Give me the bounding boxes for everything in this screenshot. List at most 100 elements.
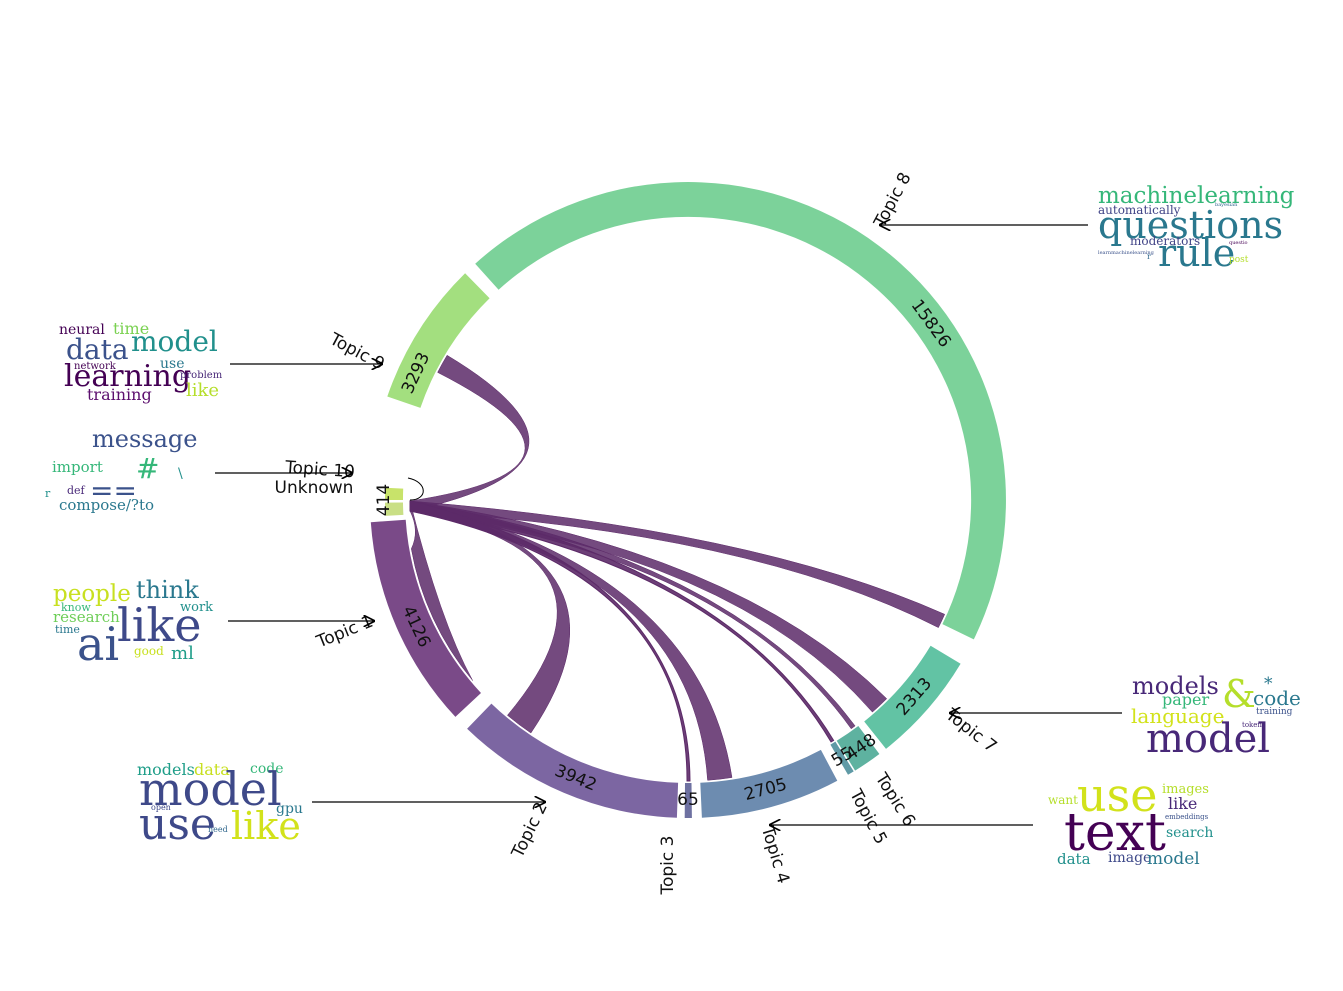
wordcloud-word: think bbox=[136, 576, 199, 604]
arc-topic-1 bbox=[370, 519, 481, 717]
arc-topic-9 bbox=[387, 273, 490, 408]
wordcloud-word: moderators bbox=[1130, 234, 1200, 248]
arc-topic-8 bbox=[475, 182, 1006, 640]
ribbon-unknown-topic-5 bbox=[409, 500, 835, 743]
wordcloud-word: \ bbox=[178, 466, 183, 482]
wordcloud-word: open bbox=[151, 803, 171, 812]
wordclouds: machinelearningautomaticallyquestionsmod… bbox=[45, 183, 1301, 869]
wordcloud-topic-10: message import # \ r def ==compose/?to bbox=[45, 425, 197, 514]
wordcloud-word: message bbox=[92, 425, 197, 453]
wordcloud-word: language bbox=[1131, 704, 1224, 728]
count-topic-3: 65 bbox=[677, 790, 699, 810]
arc-unknown bbox=[385, 502, 404, 516]
wordcloud-word: like bbox=[117, 598, 202, 652]
arc-topic-10 bbox=[384, 487, 404, 500]
arc-topic-3 bbox=[684, 783, 692, 819]
arc-topic-6 bbox=[836, 726, 880, 771]
label-topic-2: Topic 2 bbox=[508, 799, 552, 862]
wordcloud-word: model bbox=[131, 325, 218, 358]
ribbon-unknown-self bbox=[407, 477, 424, 501]
arc-topic-2 bbox=[467, 703, 679, 818]
wordcloud-word: == bbox=[90, 474, 137, 507]
wordcloud-word: code bbox=[250, 761, 284, 777]
wordcloud-word: questions bbox=[1098, 203, 1283, 247]
wordcloud-word: questio bbox=[1229, 240, 1248, 246]
wordcloud-word: embeddings bbox=[1165, 813, 1209, 821]
wordcloud-word: gpu bbox=[276, 801, 303, 817]
label-topic-1: Topic 1 bbox=[313, 612, 376, 653]
wordcloud-word: r bbox=[45, 487, 51, 500]
ribbon-unknown-topic-9 bbox=[409, 354, 530, 512]
wordcloud-word: use bbox=[1077, 768, 1157, 822]
wordcloud-word: image bbox=[1108, 850, 1151, 866]
wordcloud-word: like bbox=[231, 804, 301, 848]
wordcloud-word: like bbox=[186, 380, 219, 401]
wordcloud-word: need bbox=[208, 825, 228, 834]
label-topic-3: Topic 3 bbox=[658, 836, 678, 896]
wordcloud-word: training bbox=[1256, 707, 1293, 717]
wordcloud-word: data bbox=[1057, 850, 1091, 868]
wordcloud-word: paper bbox=[1162, 690, 1209, 709]
wordcloud-word: def bbox=[67, 484, 86, 497]
wordcloud-word: text bbox=[1064, 803, 1166, 863]
label-topic-7: Topic 7 bbox=[941, 704, 1001, 757]
wordcloud-topic-7: models & * paper code language tokens trainingm… bbox=[1131, 672, 1301, 762]
label-topic-8: Topic 8 bbox=[870, 169, 916, 231]
wordcloud-word: like bbox=[1168, 794, 1197, 813]
wordcloud-word: model bbox=[1146, 716, 1270, 762]
wordcloud-word: bayesian bbox=[1215, 202, 1238, 208]
label-topic-4: Topic 4 bbox=[757, 823, 794, 886]
wordcloud-word: data bbox=[66, 333, 129, 366]
wordcloud-word: problem bbox=[180, 370, 223, 381]
wordcloud-word: compose/?to bbox=[59, 496, 154, 514]
wordcloud-word: ai bbox=[77, 617, 119, 671]
wordcloud-word: want bbox=[1048, 793, 1078, 807]
wordcloud-word: know bbox=[61, 601, 91, 614]
wordcloud-word: & bbox=[1222, 672, 1256, 716]
label-unknown: Unknown bbox=[275, 478, 354, 498]
wordcloud-word: learning bbox=[64, 359, 191, 394]
wordcloud-word: ml bbox=[171, 643, 194, 664]
wordcloud-word: import bbox=[52, 458, 103, 476]
arc-topic-7 bbox=[864, 645, 961, 749]
wordcloud-word: post bbox=[1229, 255, 1249, 265]
count-unknown: 414 bbox=[374, 484, 394, 516]
arc-topic-4 bbox=[700, 749, 838, 818]
wordcloud-word: automatically bbox=[1098, 203, 1181, 217]
wordcloud-word: * bbox=[1264, 674, 1273, 694]
ribbon-unknown-topic-1 bbox=[409, 500, 473, 681]
wordcloud-word: model bbox=[1147, 849, 1200, 869]
wordcloud-word: rule bbox=[1158, 231, 1235, 275]
wordcloud-word: tokens bbox=[1242, 721, 1266, 729]
wordcloud-topic-8: machinelearningautomaticallyquestionsmod… bbox=[1098, 183, 1295, 275]
wordcloud-word: training bbox=[87, 385, 152, 404]
wordcloud-word: code bbox=[1253, 686, 1301, 710]
wordcloud-word: images bbox=[1162, 782, 1209, 797]
wordcloud-word: models bbox=[137, 760, 195, 779]
wordcloud-word: use bbox=[139, 799, 216, 850]
wordcloud-word: model bbox=[139, 762, 282, 816]
wordcloud-word: network bbox=[74, 361, 117, 372]
ribbon-unknown-topic-2 bbox=[409, 500, 570, 734]
arc-topic-5 bbox=[830, 741, 854, 775]
wordcloud-word: people bbox=[53, 581, 131, 607]
ribbon-unknown-topic-3 bbox=[409, 500, 691, 782]
wordcloud-word: good bbox=[134, 644, 164, 658]
wordcloud-word: learnmachinelearning bbox=[1098, 250, 1155, 256]
wordcloud-arrows bbox=[215, 225, 1122, 825]
wordcloud-word: time bbox=[113, 319, 149, 338]
label-topic-9: Topic 9 bbox=[325, 329, 387, 375]
topic-arcs bbox=[370, 182, 1006, 819]
wordcloud-word: time bbox=[55, 623, 80, 636]
chord-ribbons bbox=[407, 354, 946, 782]
wordcloud-word: neural bbox=[59, 322, 105, 338]
wordcloud-word: machinelearning bbox=[1098, 183, 1295, 209]
wordcloud-word: models bbox=[1132, 672, 1219, 700]
wordcloud-word: # bbox=[136, 452, 159, 485]
